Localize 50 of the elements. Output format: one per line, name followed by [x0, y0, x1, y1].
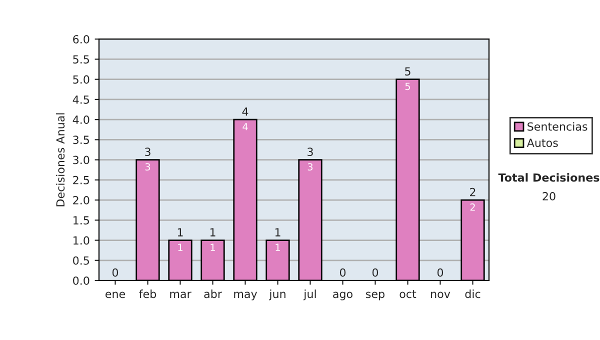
total-label: 3: [308, 148, 313, 156]
y-tick-label: 1.5: [74, 216, 89, 225]
x-tick-label: sep: [366, 292, 384, 300]
x-tick-label: dic: [465, 290, 480, 298]
x-tick-label: ago: [333, 292, 352, 300]
total-label: 5: [405, 67, 410, 76]
total-label: 2: [470, 188, 476, 196]
x-tick-label: abr: [204, 290, 222, 298]
data-label: 4: [242, 123, 248, 130]
y-tick-label: 4.0: [72, 116, 90, 124]
total-label: 0: [340, 268, 346, 277]
total-label: 3: [145, 148, 150, 156]
data-label: 5: [405, 82, 410, 90]
total-label: 0: [437, 268, 444, 277]
y-tick-label: 0.5: [73, 256, 89, 265]
data-label: 1: [276, 244, 280, 251]
x-tick-label: jul: [303, 290, 316, 300]
total-label: 1: [210, 228, 216, 236]
y-tick-label: 0.0: [73, 276, 90, 285]
y-tick-label: 4.5: [72, 96, 89, 104]
x-tick-label: oct: [400, 290, 416, 298]
y-tick-label: 2.0: [73, 196, 90, 204]
data-label: 3: [308, 163, 313, 171]
x-tick-label: nov: [431, 292, 450, 298]
y-tick-label: 5.0: [73, 75, 90, 84]
y-axis-title: Decisiones Anual: [56, 113, 65, 206]
legend-label: Autos: [526, 138, 558, 148]
y-tick-label: 3.0: [73, 156, 90, 164]
y-tick-label: 5.5: [73, 55, 89, 64]
x-tick-label: mar: [170, 292, 192, 298]
x-tick-label: ene: [106, 292, 126, 298]
total-label: 0: [112, 268, 118, 277]
data-label: 1: [210, 244, 215, 251]
x-tick-label: jun: [268, 290, 286, 300]
data-label: 2: [470, 203, 475, 211]
y-tick-label: 6.0: [73, 35, 90, 44]
y-tick-label: 3.5: [73, 136, 89, 144]
total-label: 1: [178, 228, 183, 236]
total-label: 4: [242, 108, 248, 116]
x-tick-label: may: [234, 292, 258, 300]
legend-label: Sentencias: [528, 122, 588, 131]
total-label: 1: [275, 228, 280, 236]
y-tick-label: 2.5: [73, 176, 89, 184]
y-tick-label: 1.0: [74, 236, 90, 245]
data-label: 1: [178, 244, 182, 251]
total-label: 0: [372, 268, 378, 277]
text: 20: [542, 192, 556, 200]
x-tick-label: feb: [139, 290, 156, 298]
data-label: 3: [145, 163, 150, 171]
text: Total Decisiones: [498, 173, 600, 182]
